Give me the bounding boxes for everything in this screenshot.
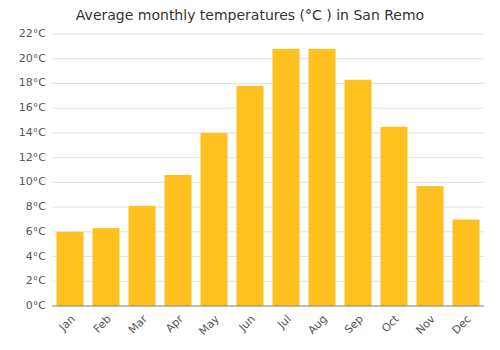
bar: [165, 175, 192, 306]
bar: [201, 133, 228, 306]
y-tick-label: 12°C: [19, 151, 46, 164]
bar: [93, 228, 120, 306]
grid-line: [52, 58, 484, 59]
x-tick-label: Oct: [379, 312, 402, 335]
y-tick-label: 22°C: [19, 27, 46, 40]
bar: [129, 206, 156, 306]
y-tick-label: 20°C: [19, 52, 46, 65]
grid: [52, 34, 484, 306]
y-tick-label: 4°C: [26, 250, 46, 263]
x-tick-label: Feb: [91, 313, 114, 336]
bar: [417, 186, 444, 306]
y-tick-label: 8°C: [26, 200, 46, 213]
bar: [381, 127, 408, 306]
x-tick-label: Nov: [413, 312, 438, 337]
grid-line: [52, 34, 484, 35]
bar: [345, 80, 372, 306]
grid-line: [52, 306, 484, 307]
y-tick-label: 16°C: [19, 101, 46, 114]
x-tick-label: Aug: [305, 313, 329, 337]
y-tick-label: 14°C: [19, 126, 46, 139]
bar: [237, 86, 264, 306]
bars: [57, 49, 480, 306]
chart-svg: Average monthly temperatures (°C ) in Sa…: [0, 0, 500, 350]
bar: [273, 49, 300, 306]
chart-container: Average monthly temperatures (°C ) in Sa…: [0, 0, 500, 350]
y-tick-label: 2°C: [26, 274, 46, 287]
grid-line: [52, 182, 484, 183]
grid-line: [52, 108, 484, 109]
y-tick-label: 0°C: [26, 299, 46, 312]
grid-line: [52, 132, 484, 133]
x-axis-line: [52, 306, 484, 307]
y-tick-label: 18°C: [19, 76, 46, 89]
x-tick-label: Dec: [450, 313, 474, 337]
grid-line: [52, 157, 484, 158]
y-tick-label: 6°C: [26, 225, 46, 238]
x-tick-label: Sep: [342, 313, 366, 337]
y-tick-label: 10°C: [19, 175, 46, 188]
grid-line: [52, 83, 484, 84]
bar: [57, 232, 84, 306]
x-tick-label: Jul: [274, 313, 293, 332]
x-tick-label: Jan: [56, 313, 78, 335]
x-tick-label: Apr: [163, 312, 186, 335]
y-axis: 0°C 2°C 4°C 6°C 8°C 10°C 12°C 14°C 16°C 18°C 20°C 2…: [19, 27, 46, 312]
x-tick-label: Mar: [126, 312, 150, 336]
x-tick-label: Jun: [236, 313, 258, 335]
x-tick-label: May: [196, 312, 222, 338]
bar: [453, 219, 480, 306]
x-axis: Jan Feb Mar Apr May Jun Jul Aug Sep Oct Nov Dec: [56, 312, 474, 338]
title: Average monthly temperatures (°C ) in Sa…: [76, 7, 424, 23]
bar: [309, 49, 336, 306]
